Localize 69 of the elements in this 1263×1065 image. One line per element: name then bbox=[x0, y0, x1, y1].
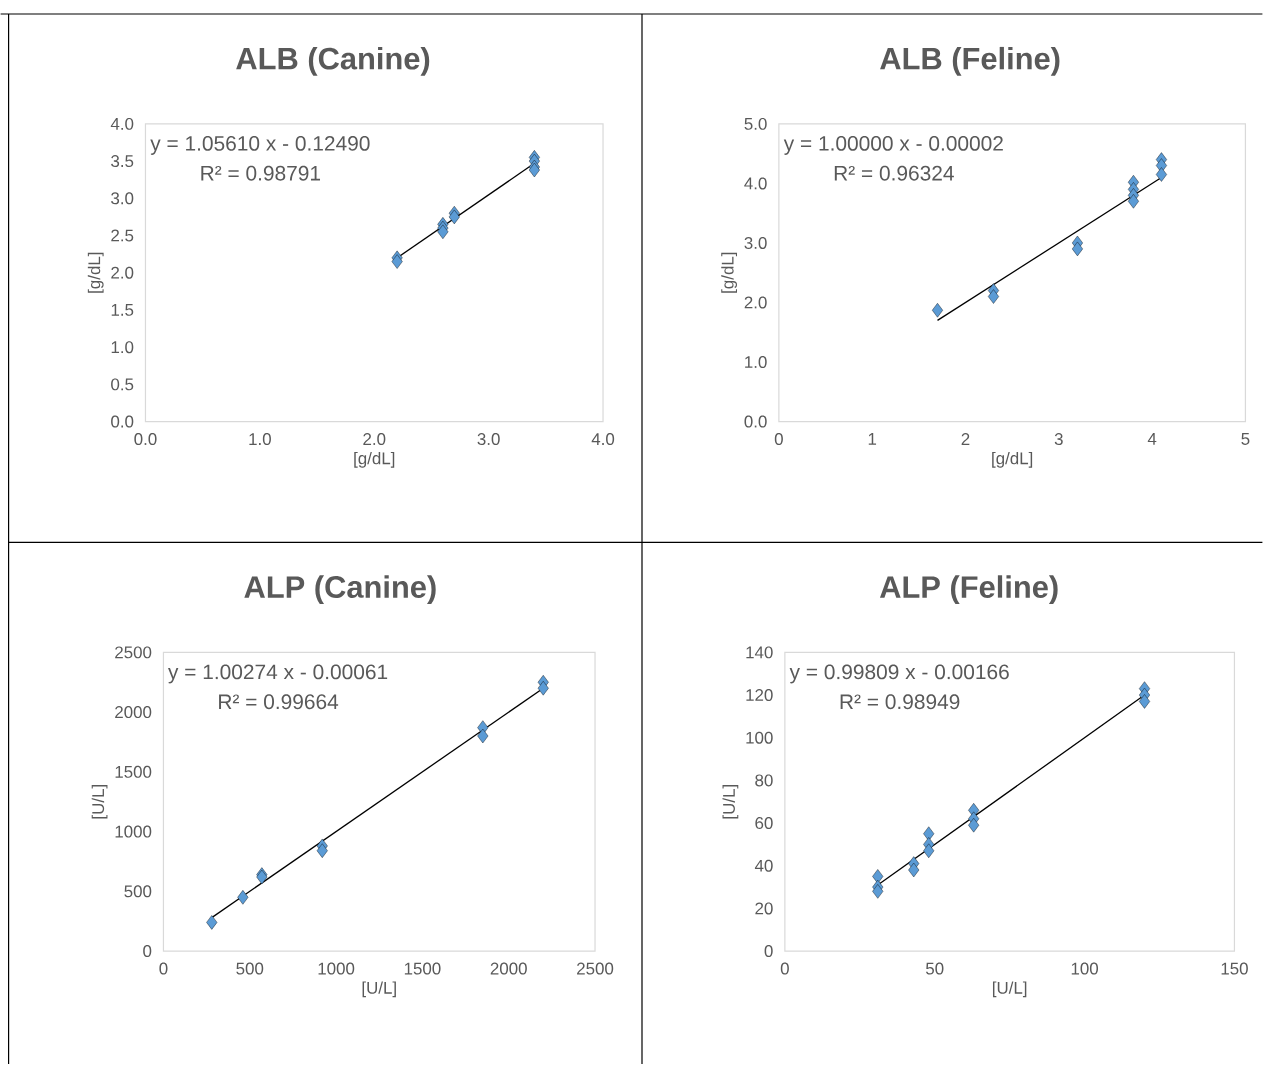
y-tick-label: 1500 bbox=[115, 766, 152, 779]
y-tick-label: 1.5 bbox=[111, 304, 134, 317]
annotation: y = 1.00274 x - 0.00061 bbox=[168, 664, 388, 684]
chart-title: ALB (Canine) bbox=[236, 47, 430, 76]
y-tick-label: 4.0 bbox=[110, 118, 134, 131]
x-tick-label: 500 bbox=[236, 962, 264, 975]
annotation: R² = 0.99664 bbox=[219, 694, 339, 710]
chart-title: ALB (Feline) bbox=[880, 47, 1060, 76]
y-tick-label: 1000 bbox=[115, 825, 152, 838]
y-tick-label: 2.5 bbox=[111, 229, 134, 242]
chart-title: ALP (Canine) bbox=[244, 575, 436, 605]
x-tick-label: 2 bbox=[961, 433, 970, 446]
y-tick-label: 2000 bbox=[115, 706, 152, 719]
x-axis-title: [g/dL] bbox=[354, 452, 395, 468]
y-tick-label: 2.0 bbox=[744, 296, 767, 309]
y-tick-label: 40 bbox=[754, 859, 773, 872]
x-tick-label: 0 bbox=[780, 962, 789, 975]
x-tick-label: 5 bbox=[1241, 433, 1250, 446]
x-tick-label: 100 bbox=[1071, 962, 1099, 975]
y-tick-label: 60 bbox=[755, 817, 773, 830]
y-axis-title: [U/L] bbox=[91, 785, 108, 819]
annotation: y = 1.05610 x - 0.12490 bbox=[150, 136, 370, 156]
x-tick-label: 0 bbox=[774, 433, 783, 446]
y-tick-label: 0 bbox=[143, 945, 152, 958]
y-tick-label: 1.0 bbox=[111, 341, 134, 354]
annotation: y = 1.00000 x - 0.00002 bbox=[783, 136, 1003, 156]
y-tick-label: 80 bbox=[755, 774, 773, 787]
chart-title: ALP (Feline) bbox=[879, 575, 1058, 605]
y-tick-label: 140 bbox=[746, 646, 773, 659]
x-tick-label: 4 bbox=[1147, 433, 1157, 445]
x-tick-label: 3.0 bbox=[477, 433, 500, 446]
x-tick-label: 2500 bbox=[577, 962, 614, 975]
annotation: R² = 0.98949 bbox=[840, 694, 960, 710]
annotation: R² = 0.96324 bbox=[834, 166, 954, 181]
x-tick-label: 2000 bbox=[490, 962, 527, 975]
y-tick-label: 0.5 bbox=[111, 378, 134, 391]
x-axis-title: [U/L] bbox=[992, 981, 1027, 998]
x-axis-title: [U/L] bbox=[362, 981, 396, 998]
x-tick-label: 150 bbox=[1221, 962, 1248, 975]
x-axis-title: [g/dL] bbox=[992, 452, 1033, 468]
x-tick-label: 4.0 bbox=[591, 433, 615, 446]
y-tick-label: 0 bbox=[764, 945, 773, 958]
x-tick-label: 0 bbox=[159, 962, 168, 975]
x-tick-label: 1500 bbox=[404, 962, 441, 975]
x-tick-label: 1000 bbox=[318, 962, 355, 975]
y-axis-title: [g/dL] bbox=[87, 252, 104, 293]
x-tick-label: 50 bbox=[925, 962, 944, 975]
x-tick-label: 2.0 bbox=[363, 433, 386, 446]
x-tick-label: 1 bbox=[868, 433, 877, 445]
y-axis-title: [U/L] bbox=[722, 785, 739, 819]
y-tick-label: 100 bbox=[746, 731, 773, 744]
y-tick-label: 2500 bbox=[115, 646, 152, 659]
y-tick-label: 3.5 bbox=[111, 155, 134, 168]
y-axis-title: [g/dL] bbox=[721, 252, 737, 293]
y-tick-label: 500 bbox=[124, 885, 152, 898]
x-tick-label: 3 bbox=[1054, 433, 1063, 446]
y-tick-label: 120 bbox=[746, 689, 773, 702]
y-tick-label: 0.0 bbox=[744, 415, 767, 428]
y-tick-label: 3.0 bbox=[744, 237, 767, 250]
annotation: y = 0.99809 x - 0.00166 bbox=[789, 664, 1009, 684]
y-tick-label: 20 bbox=[755, 902, 773, 915]
annotation: R² = 0.98791 bbox=[201, 166, 320, 181]
y-tick-label: 2.0 bbox=[111, 266, 134, 279]
y-tick-label: 0.0 bbox=[111, 415, 134, 428]
x-tick-label: 1.0 bbox=[249, 433, 271, 446]
y-tick-label: 3.0 bbox=[111, 192, 134, 205]
y-tick-label: 1.0 bbox=[745, 356, 767, 369]
y-tick-label: 5.0 bbox=[744, 118, 767, 131]
y-tick-label: 4.0 bbox=[744, 177, 767, 190]
